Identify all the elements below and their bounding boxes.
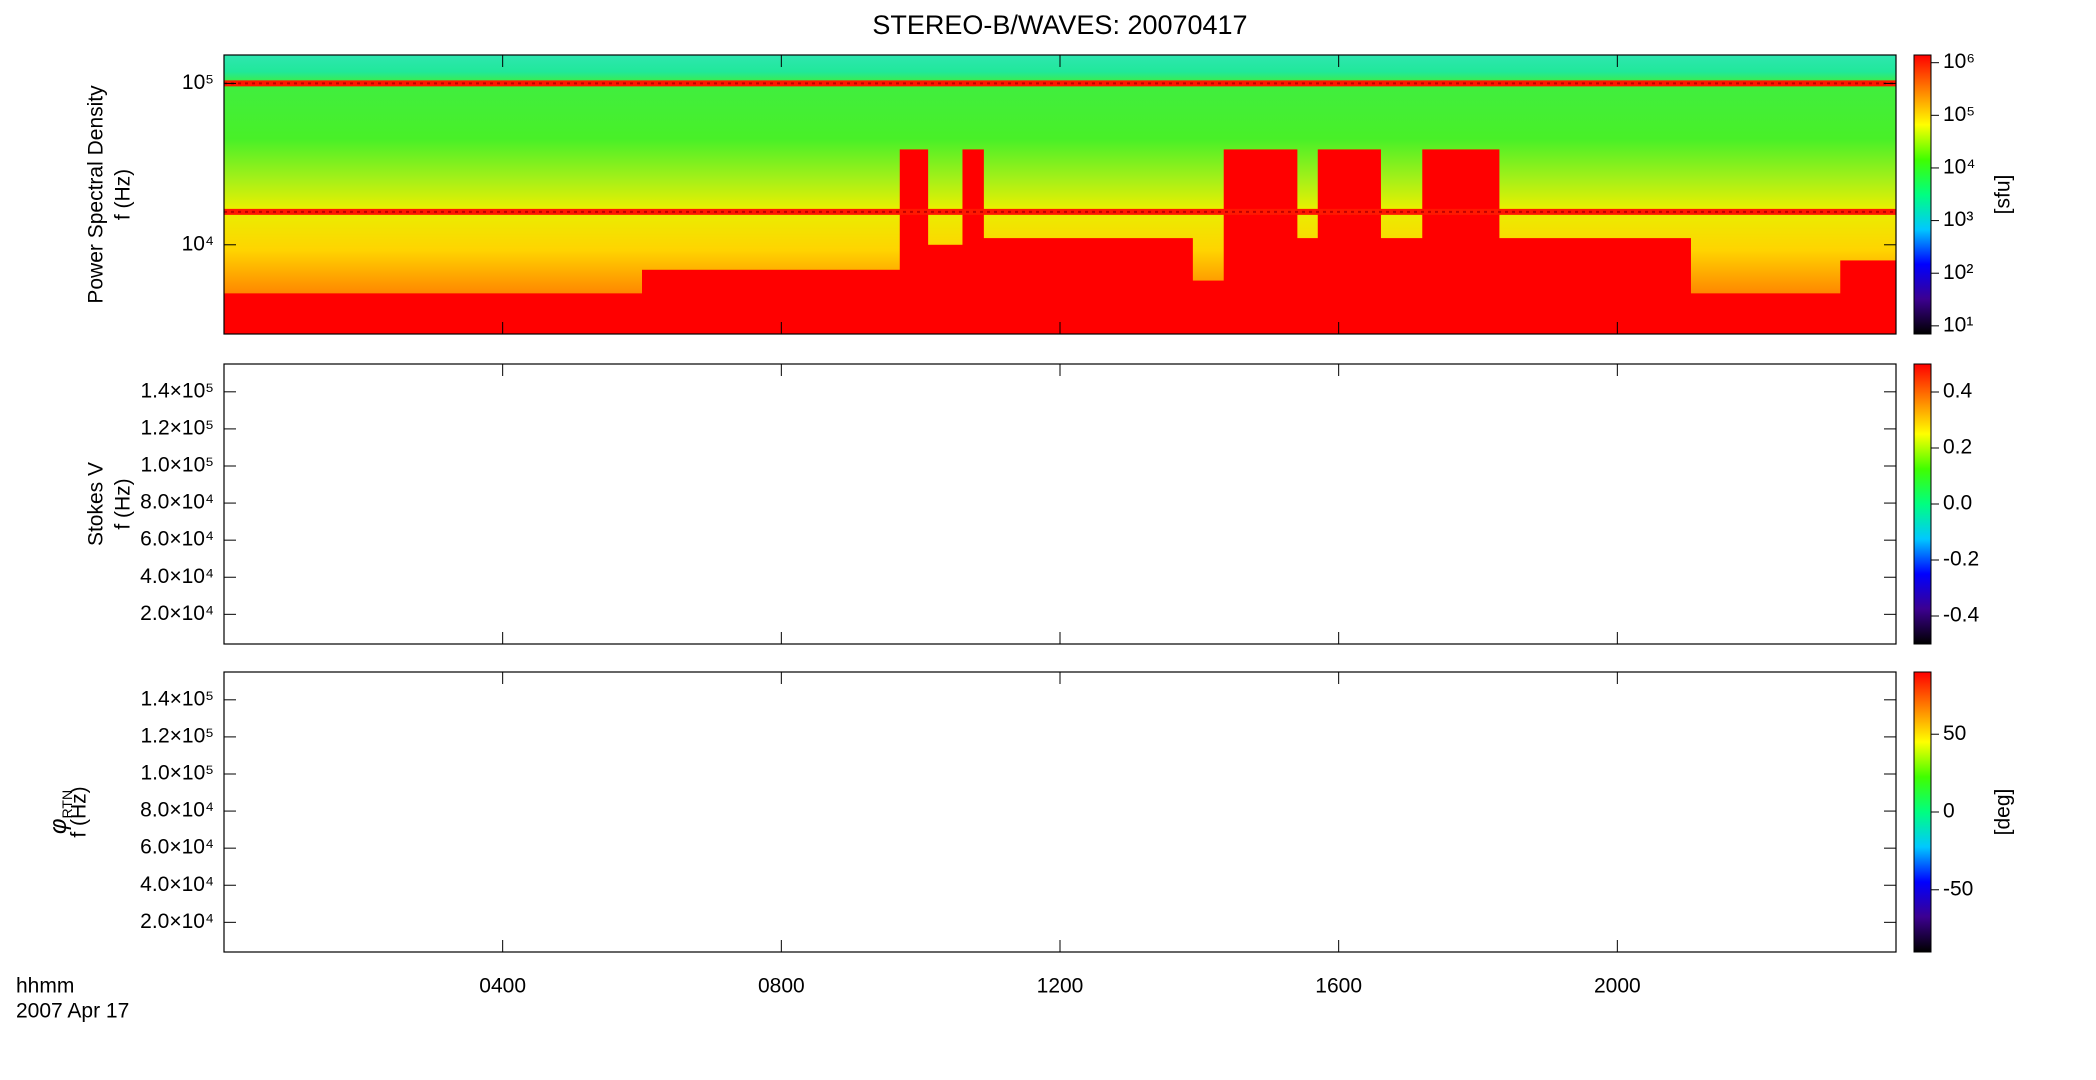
y-tick-label: 1.0×10⁵	[140, 454, 214, 477]
y-axis-unit: f (Hz)	[112, 169, 135, 220]
emission-block	[642, 269, 901, 334]
x-axis-label: hhmm	[16, 975, 74, 998]
x-tick-label: 1600	[1315, 975, 1362, 998]
emission-block	[1498, 238, 1691, 334]
emission-block	[224, 293, 643, 334]
colorbar-tick-label: 0.0	[1943, 492, 1972, 515]
emission-block	[1192, 280, 1225, 334]
emission-block	[1380, 238, 1423, 334]
y-tick-label: 1.4×10⁵	[140, 379, 214, 402]
y-tick-label: 6.0×10⁴	[140, 528, 214, 551]
x-tick-label: 0800	[758, 975, 805, 998]
emission-block	[1840, 260, 1897, 334]
chart-title: STEREO-B/WAVES: 20070417	[872, 10, 1247, 40]
x-tick-label: 1200	[1037, 975, 1084, 998]
y-tick-label: 2.0×10⁴	[140, 910, 214, 933]
y-tick-label: 1.0×10⁵	[140, 762, 214, 785]
y-tick-label: 1.2×10⁵	[140, 724, 214, 747]
colorbar-tick-label: 0	[1943, 800, 1955, 823]
y-tick-label: 4.0×10⁴	[140, 565, 214, 588]
y-tick-label: 6.0×10⁴	[140, 836, 214, 859]
emission-block	[1296, 238, 1319, 334]
colorbar	[1913, 671, 1932, 953]
x-tick-label: 0400	[479, 975, 526, 998]
colorbar-tick-label: 10¹	[1943, 313, 1973, 336]
y-axis-title: Stokes V	[85, 462, 108, 546]
emission-block	[1690, 293, 1841, 334]
y-axis-symbol: φ	[45, 818, 72, 834]
y-axis-title: Power Spectral Density	[85, 85, 108, 304]
colorbar-tick-label: -0.2	[1943, 548, 1979, 571]
colorbar-tick-label: 10²	[1943, 261, 1973, 284]
y-axis-subscript: RTN	[59, 790, 75, 819]
colorbar-label: [deg]	[1992, 789, 2015, 836]
colorbar-tick-label: 10⁶	[1943, 50, 1975, 73]
colorbar-tick-label: 0.4	[1943, 380, 1973, 403]
colorbar	[1913, 363, 1932, 645]
emission-block	[1317, 149, 1381, 334]
emission-block	[983, 238, 1193, 334]
y-tick-label: 10⁵	[182, 71, 214, 94]
x-axis-date: 2007 Apr 17	[16, 1000, 129, 1023]
y-axis-unit: f (Hz)	[112, 478, 135, 529]
y-tick-label: 10⁴	[182, 232, 214, 255]
colorbar	[1913, 54, 1932, 335]
y-tick-label: 8.0×10⁴	[140, 491, 214, 514]
y-tick-label: 8.0×10⁴	[140, 799, 214, 822]
panel-background	[224, 672, 1896, 952]
colorbar-tick-label: -50	[1943, 877, 1973, 900]
colorbar-label: [sfu]	[1992, 175, 2015, 215]
emission-block	[1422, 149, 1500, 334]
y-tick-label: 2.0×10⁴	[140, 602, 214, 625]
colorbar-tick-label: 10³	[1943, 208, 1973, 231]
y-tick-label: 1.2×10⁵	[140, 416, 214, 439]
colorbar-tick-label: 50	[1943, 722, 1966, 745]
emission-block	[1223, 149, 1298, 334]
colorbar-tick-label: 10⁵	[1943, 103, 1975, 126]
colorbar-tick-label: 0.2	[1943, 436, 1972, 459]
colorbar-tick-label: 10⁴	[1943, 156, 1975, 179]
emission-block	[927, 244, 963, 334]
x-tick-label: 2000	[1594, 975, 1641, 998]
emission-block	[962, 149, 984, 334]
y-tick-label: 4.0×10⁴	[140, 873, 214, 896]
colorbar-tick-label: -0.4	[1943, 604, 1980, 627]
y-axis-title: φRTN	[45, 790, 74, 834]
y-tick-label: 1.4×10⁵	[140, 687, 214, 710]
panel-background	[224, 364, 1896, 644]
y-axis-unit: f (Hz)	[68, 786, 91, 837]
emission-block	[899, 149, 929, 334]
